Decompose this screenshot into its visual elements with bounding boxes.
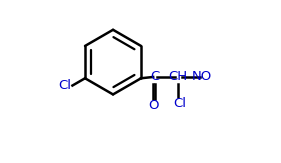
- Text: Cl: Cl: [173, 97, 186, 111]
- Text: O: O: [149, 99, 159, 112]
- Text: C: C: [150, 70, 159, 83]
- Text: CH: CH: [169, 70, 188, 83]
- Text: NO: NO: [191, 70, 212, 83]
- Text: Cl: Cl: [59, 79, 72, 92]
